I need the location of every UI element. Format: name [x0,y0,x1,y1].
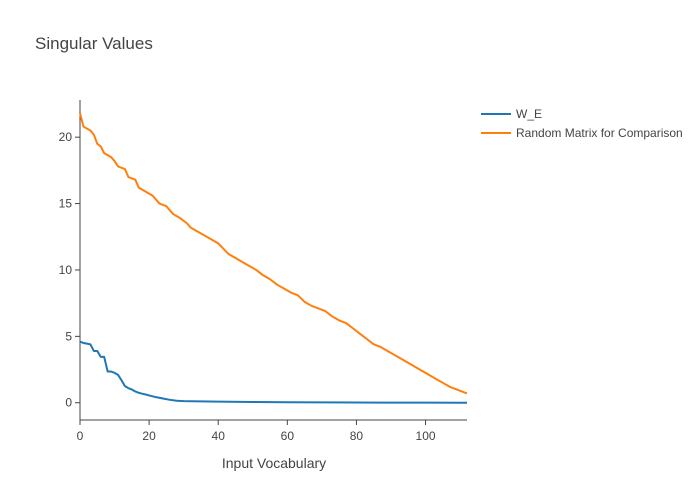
x-tick-label: 40 [212,429,226,443]
chart-title: Singular Values [35,34,153,53]
y-tick-label: 0 [65,396,72,410]
legend-label: Random Matrix for Comparison [516,126,683,140]
series-layer [79,113,468,404]
y-tick-label: 20 [59,130,73,144]
legend-label: W_E [516,107,542,121]
legend-item[interactable]: W_E [481,107,542,121]
series-line-random-matrix [79,113,468,395]
legend[interactable]: W_E Random Matrix for Comparison [481,107,683,140]
legend-item[interactable]: Random Matrix for Comparison [481,126,683,140]
x-tick-label: 0 [77,429,84,443]
x-axis-title: Input Vocabulary [221,455,327,471]
axes: 0 20 40 60 80 100 0 5 10 15 20 [59,100,467,443]
series-line-w-e [79,340,468,404]
y-tick-label: 5 [65,329,72,343]
y-tick-label: 10 [59,263,73,277]
x-tick-label: 80 [350,429,364,443]
x-tick-label: 100 [416,429,436,443]
x-tick-label: 60 [281,429,295,443]
y-tick-label: 15 [59,197,73,211]
x-tick-label: 20 [142,429,156,443]
